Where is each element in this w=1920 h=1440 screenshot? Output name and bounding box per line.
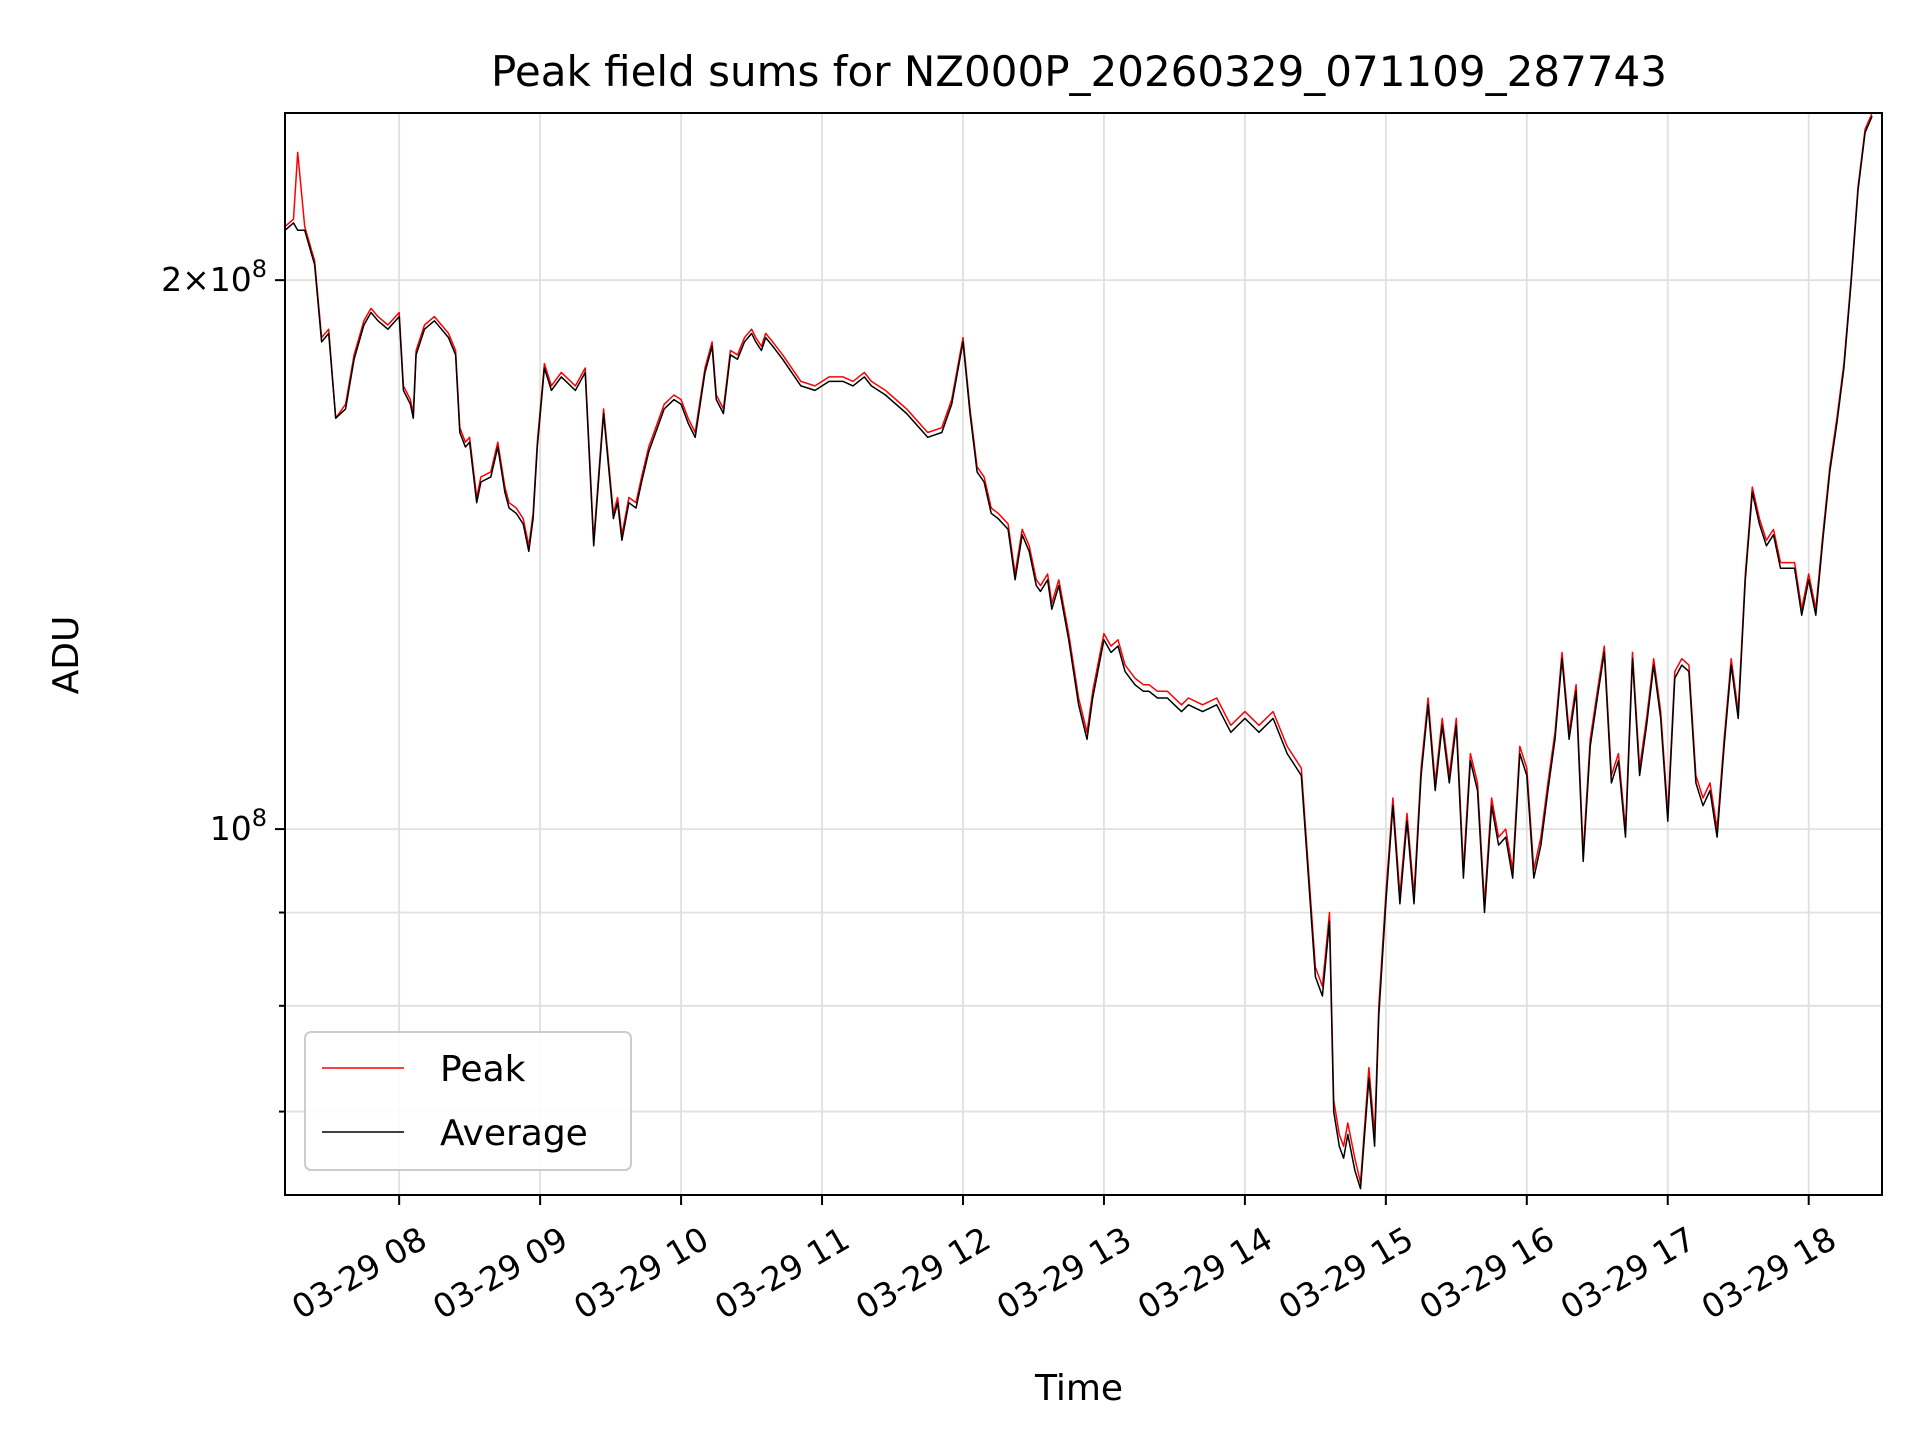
y-axis-ticks: 2×108 108 <box>161 255 285 1113</box>
x-axis-label: Time <box>1034 1368 1123 1409</box>
chart-title: Peak field sums for NZ000P_20260329_0711… <box>491 47 1667 96</box>
legend-label-peak: Peak <box>440 1049 526 1090</box>
grid-lines <box>285 113 1882 1195</box>
series-line-average <box>284 115 1873 1190</box>
y-axis-label: ADU <box>46 616 87 695</box>
legend-box <box>304 1031 632 1171</box>
plot-frame <box>284 112 1883 1196</box>
y-tick-label: 2×108 <box>161 255 267 299</box>
legend-label-average: Average <box>440 1113 588 1154</box>
legend: Peak Average <box>304 1031 632 1171</box>
y-tick-label: 108 <box>210 804 267 848</box>
series-lines <box>284 112 1873 1190</box>
